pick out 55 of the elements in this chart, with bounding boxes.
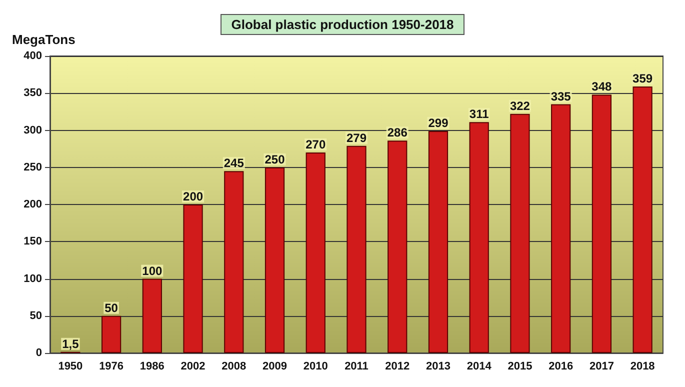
data-label: 359 [632,71,653,86]
bar [142,278,162,353]
y-tick-label: 50 [30,310,42,322]
x-tick-label: 1986 [140,360,164,372]
x-tick-label: 2002 [180,360,206,372]
x-tick-label: 2008 [222,360,246,372]
bar [551,104,571,353]
data-label: 311 [469,107,490,122]
data-label: 322 [510,98,530,113]
bar [101,316,122,353]
x-tick-label: 2016 [548,360,574,372]
data-label: 1,5 [62,336,80,351]
y-tick-label: 200 [24,198,42,210]
data-label: 270 [306,138,326,152]
x-tick-label: 1950 [58,360,83,372]
x-tick-label: 2011 [344,360,368,372]
bar [592,94,612,353]
x-tick-label: 2018 [630,360,655,372]
bar [510,114,530,353]
bar [346,146,366,353]
data-label: 279 [346,130,367,145]
bar [264,167,285,353]
data-label: 299 [428,116,449,130]
data-label: 348 [592,80,612,94]
data-label: 250 [264,152,286,166]
data-label: 50 [104,300,118,315]
chart-title: Global plastic production 1950-2018 [231,17,454,32]
x-tick-label: 2017 [589,360,614,372]
x-tick-label: 2014 [466,360,492,372]
x-tick-label: 2009 [262,360,288,372]
y-tick-label: 400 [24,50,42,62]
bar [306,152,326,353]
data-label: 100 [142,264,162,278]
x-tick-label: 2012 [385,360,410,372]
bar [469,122,489,353]
x-tick-label: 2013 [426,360,450,372]
y-tick-label: 100 [24,272,42,285]
x-tick-label: 2010 [303,360,328,372]
y-axis-title: MegaTons [12,32,76,47]
y-tick-label: 350 [24,87,42,100]
data-label: 200 [183,190,204,204]
x-tick-label: 1976 [99,360,124,372]
bar [388,140,408,353]
bar [428,130,448,353]
x-tick-label: 2015 [508,360,532,372]
bar [632,86,652,353]
data-label: 335 [550,89,572,104]
bar [183,204,203,353]
y-tick-label: 0 [36,347,42,359]
y-tick-label: 150 [24,236,42,248]
data-label: 245 [224,156,244,170]
bar [224,171,244,353]
y-tick-label: 300 [24,124,42,136]
y-tick-label: 250 [24,161,42,174]
data-label: 286 [387,126,408,140]
